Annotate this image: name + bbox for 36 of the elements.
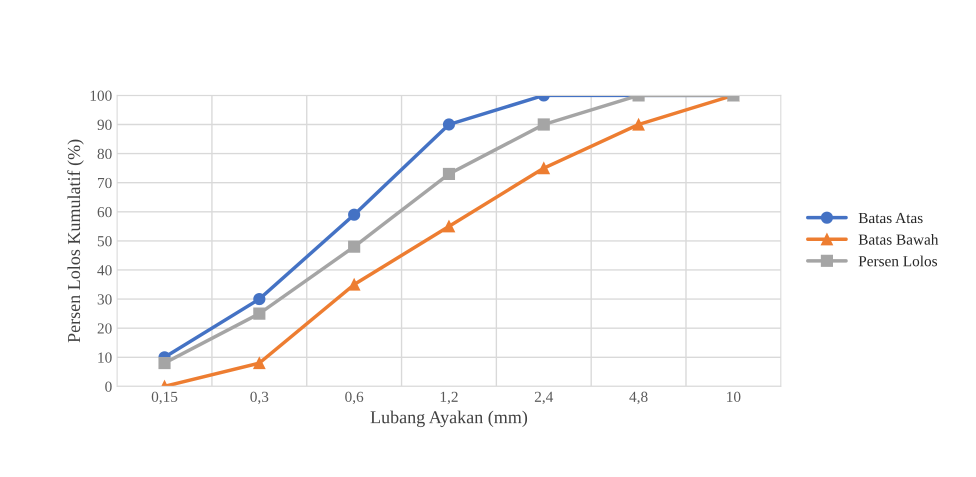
point bbox=[348, 240, 360, 253]
point bbox=[253, 357, 266, 370]
x-tick-label: 0,3 bbox=[250, 392, 268, 404]
point bbox=[442, 168, 456, 180]
point bbox=[538, 118, 550, 131]
y-tick-label: 80 bbox=[98, 148, 112, 160]
point bbox=[348, 278, 360, 291]
x-tick-label: 4,8 bbox=[629, 392, 648, 404]
x-axis-title: Lubang Ayakan (mm) bbox=[370, 410, 528, 428]
y-tick-label: 10 bbox=[98, 352, 112, 363]
point bbox=[632, 118, 645, 131]
y-tick-label: 40 bbox=[97, 265, 112, 276]
y-tick-label: 70 bbox=[98, 178, 112, 188]
point bbox=[442, 118, 456, 131]
x-tick-label: 0,6 bbox=[345, 392, 364, 404]
legend-label: Batas Bawah bbox=[858, 234, 938, 245]
y-tick-label: 90 bbox=[97, 120, 112, 130]
point bbox=[253, 293, 266, 306]
point bbox=[442, 220, 456, 232]
point bbox=[253, 308, 266, 320]
legend-label: Batas Atas bbox=[858, 212, 923, 224]
x-tick-label: 1,2 bbox=[440, 392, 458, 404]
y-tick-label: 20 bbox=[98, 323, 112, 334]
y-tick-label: 60 bbox=[98, 206, 112, 218]
point bbox=[538, 162, 550, 174]
y-tick-label: 100 bbox=[90, 90, 112, 101]
y-tick-label: 50 bbox=[98, 236, 112, 246]
y-tick-label: 30 bbox=[98, 294, 112, 305]
x-tick-label: 2,4 bbox=[534, 392, 554, 404]
point bbox=[348, 208, 360, 221]
y-axis-title: Persen Lolos Kumulatif (%) bbox=[67, 140, 84, 342]
legend-label: Persen Lolos bbox=[858, 256, 938, 266]
y-tick-label: 0 bbox=[105, 382, 112, 392]
point bbox=[158, 357, 171, 370]
x-tick-label: 10 bbox=[727, 392, 740, 402]
x-tick-label: 0,15 bbox=[152, 392, 178, 404]
